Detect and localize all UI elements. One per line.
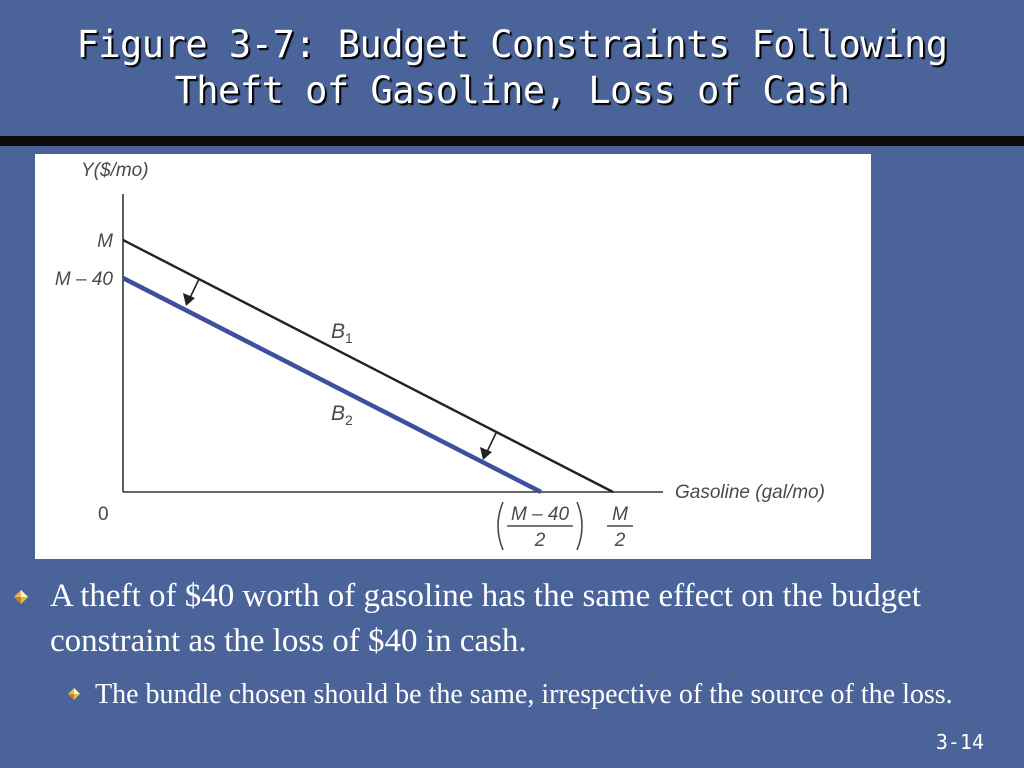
y-intercept-b1-label: M — [97, 231, 113, 252]
b1-label: B1 — [331, 320, 353, 346]
x-axis-label: Gasoline (gal/mo) — [675, 482, 825, 503]
shift-arrow-lower — [480, 432, 497, 460]
title-line-1: Figure 3-7: Budget Constraints Following — [76, 23, 948, 66]
x-intercept-b1-denominator: 2 — [614, 530, 626, 551]
budget-line-b1 — [122, 238, 614, 494]
origin-label: 0 — [98, 504, 109, 525]
bullet-main: A theft of $40 worth of gasoline has the… — [50, 578, 921, 659]
title-line-2: Theft of Gasoline, Loss of Cash — [174, 69, 850, 112]
sub-bullet-diamond-icon — [68, 688, 80, 700]
x-intercept-b2-label: M – 40 2 — [497, 501, 583, 551]
x-intercept-b1-numerator: M — [612, 504, 628, 525]
x-intercept-b2-denominator: 2 — [534, 530, 546, 551]
slide-title: Figure 3-7: Budget Constraints Following… — [0, 0, 1024, 136]
figure-diagram: Y($/mo) Gasoline (gal/mo) 0 M M – 40 B1 … — [55, 160, 825, 551]
y-axis-label: Y($/mo) — [81, 160, 149, 181]
title-divider — [0, 136, 1024, 146]
slide-number: 3-14 — [935, 730, 984, 754]
bullet-sub: The bundle chosen should be the same, ir… — [95, 679, 953, 710]
shift-arrow-upper — [183, 278, 200, 306]
budget-line-b2 — [121, 275, 543, 495]
x-intercept-b2-numerator: M – 40 — [511, 504, 570, 525]
x-intercept-b1-label: M 2 — [607, 504, 633, 551]
y-intercept-b2-label: M – 40 — [55, 269, 114, 290]
budget-constraint-figure: Y($/mo) Gasoline (gal/mo) 0 M M – 40 B1 … — [35, 154, 871, 559]
bullet-diamond-icon — [14, 590, 28, 604]
b2-label: B2 — [331, 402, 353, 428]
